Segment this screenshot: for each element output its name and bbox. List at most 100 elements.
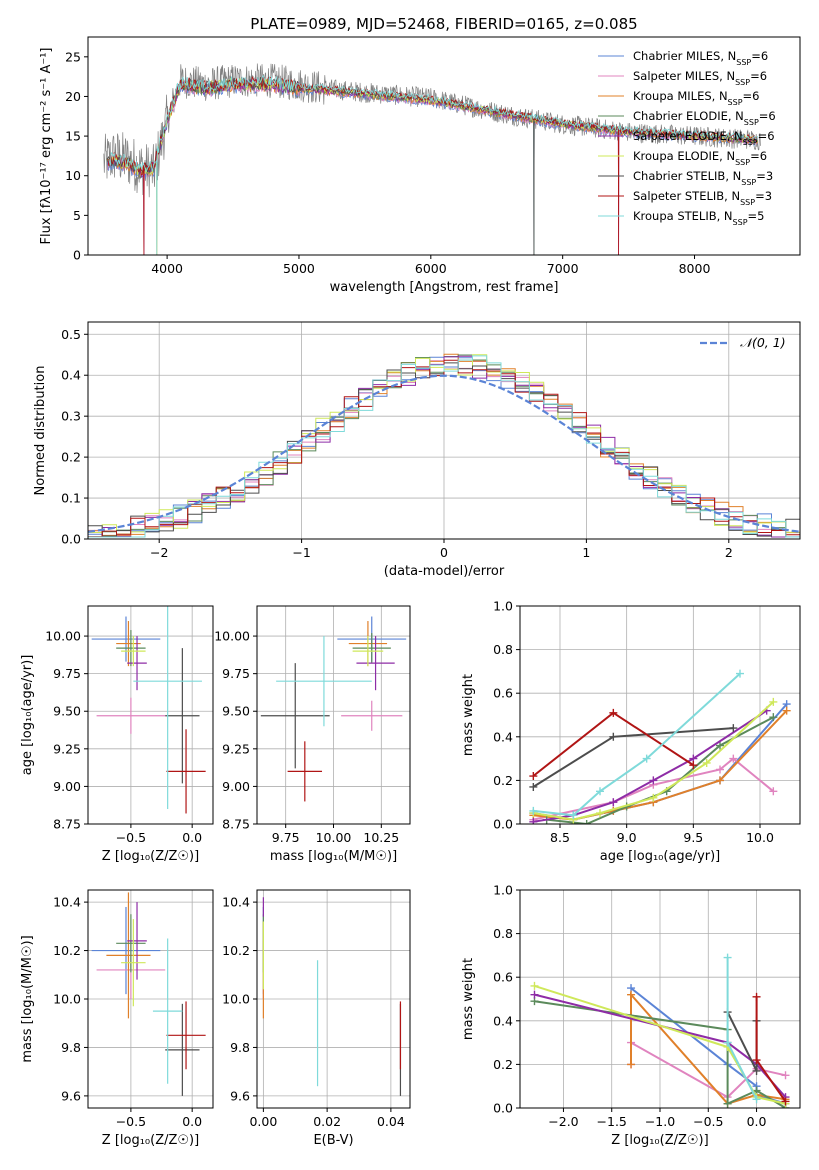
model-spectrum-line	[108, 74, 759, 255]
legend-label: Salpeter MILES, NSSP=6	[633, 69, 767, 87]
plot-area	[88, 606, 213, 824]
mass-weight-line	[533, 701, 774, 821]
mass-weight-marker	[723, 1099, 732, 1108]
x-tick-label: 1	[582, 545, 590, 560]
y-tick-label: 0.4	[493, 1013, 513, 1028]
mass-weight-marker	[530, 990, 539, 999]
x-tick-label: 9.5	[683, 830, 703, 845]
x-tick-label: −0.5	[116, 1114, 146, 1129]
y-tick-label: 0.8	[493, 642, 513, 657]
mass-weight-marker	[627, 990, 636, 999]
y-tick-label: 10.00	[45, 629, 81, 644]
mass-weight-marker	[529, 806, 538, 815]
x-tick-label: 0	[440, 545, 448, 560]
x-axis-label: Z [log₁₀(Z/Z☉)]	[102, 849, 199, 864]
x-tick-label: 0.00	[249, 1114, 277, 1129]
mass-weight-marker	[642, 754, 651, 763]
x-tick-label: −0.5	[116, 830, 146, 845]
y-tick-label: 1.0	[493, 599, 513, 614]
y-axis-label: Normed distribution	[33, 366, 48, 496]
y-tick-label: 1.0	[493, 883, 513, 898]
y-tick-label: 10.4	[222, 895, 250, 910]
mass-weight-line	[532, 711, 694, 777]
mass-weight-marker	[609, 732, 618, 741]
mass-weight-marker	[782, 706, 791, 715]
y-tick-label: 9.75	[222, 666, 250, 681]
y-axis-label: mass weight	[461, 674, 476, 756]
mass-weight-marker	[723, 1038, 732, 1047]
x-axis-label: Z [log₁₀(Z/Z☉)]	[102, 1133, 199, 1148]
x-tick-label: −2.0	[548, 1114, 578, 1129]
y-tick-label: 10.00	[214, 629, 250, 644]
plot-area	[520, 606, 800, 824]
x-tick-label: 6000	[415, 261, 447, 276]
mass-weight-marker	[596, 809, 604, 818]
y-tick-label: 10.0	[222, 992, 250, 1007]
legend-label: Salpeter STELIB, NSSP=3	[633, 189, 772, 207]
x-tick-label: 8000	[679, 261, 711, 276]
legend-label: Salpeter ELODIE, NSSP=6	[633, 129, 775, 147]
y-tick-label: 0.2	[61, 450, 81, 465]
mass-weight-marker	[609, 798, 618, 807]
mass-weight-marker	[569, 811, 578, 820]
mass-weight-marker	[736, 669, 744, 678]
mass-weight-marker	[530, 981, 539, 990]
y-tick-label: 8.75	[53, 817, 81, 832]
mass-weight-marker	[596, 787, 604, 796]
y-axis-label: mass [log₁₀(M/M☉)]	[20, 935, 35, 1062]
y-tick-label: 10.0	[53, 992, 81, 1007]
plot-area	[520, 890, 800, 1108]
plot-area	[88, 322, 800, 539]
axes-weight_z: −2.0 −1.5 −1.0 −0.5 0.0 0.0 0.2 0.4 0.6 0.8 1.0 Z […	[461, 883, 801, 1148]
axes-frame	[519, 605, 801, 825]
mass-weight-marker	[716, 765, 724, 774]
y-tick-label: 15	[65, 129, 81, 144]
y-tick-label: 5	[73, 208, 81, 223]
residual-histogram	[88, 355, 800, 538]
axes-frame	[87, 36, 801, 256]
y-tick-label: 9.50	[53, 704, 81, 719]
y-tick-label: 10.2	[53, 943, 81, 958]
y-tick-label: 0.3	[61, 409, 81, 424]
mass-weight-marker	[649, 776, 658, 785]
mass-weight-marker	[769, 697, 778, 706]
mass-weight-line	[533, 709, 788, 821]
model-spectrum-line	[108, 78, 759, 255]
y-tick-label: 0.4	[61, 368, 81, 383]
x-tick-label: 0.02	[313, 1114, 341, 1129]
y-tick-label: 10	[65, 168, 81, 183]
y-tick-label: 0.2	[493, 773, 513, 788]
axes-residuals: 𝒩(0, 1) −2 −1 0 1 2 0.0 0.1 0.2 0.3 0.4 0.5 (data-mo…	[33, 321, 801, 579]
y-tick-label: 9.00	[222, 779, 250, 794]
x-axis-label: age [log₁₀(age/yr)]	[600, 849, 721, 864]
y-tick-label: 0	[73, 248, 81, 263]
plot-area	[257, 890, 410, 1108]
legend-label: Chabrier MILES, NSSP=6	[633, 49, 768, 67]
model-spectrum-line	[106, 77, 758, 255]
x-tick-label: −1	[292, 545, 310, 560]
y-tick-label: 0.0	[493, 817, 513, 832]
mass-weight-marker	[752, 992, 761, 1001]
y-tick-label: 0.0	[493, 1101, 513, 1116]
legend-label: Kroupa STELIB, NSSP=5	[633, 209, 764, 227]
x-tick-label: 5000	[283, 261, 315, 276]
x-axis-label: Z [log₁₀(Z/Z☉)]	[611, 1133, 708, 1148]
y-tick-label: 9.50	[222, 704, 250, 719]
plot-area	[257, 606, 410, 824]
axes-mass_age: 9.75 10.00 10.25 8.75 9.00 9.25 9.50 9.75 10.00 m…	[214, 605, 411, 864]
axes-weight_age: 8.5 9.0 9.5 10.0 0.0 0.2 0.4 0.6 0.8 1.0 age [log₁…	[461, 599, 801, 864]
x-axis-label: E(B-V)	[313, 1133, 353, 1148]
y-tick-label: 9.8	[61, 1040, 81, 1055]
y-tick-label: 10.4	[53, 895, 81, 910]
y-tick-label: 20	[65, 89, 81, 104]
mass-weight-marker	[702, 758, 711, 767]
x-tick-label: 10.0	[746, 830, 774, 845]
x-tick-label: 9.75	[272, 830, 300, 845]
mass-weight-marker	[769, 713, 778, 722]
y-tick-label: 9.6	[230, 1088, 250, 1103]
y-tick-label: 0.4	[493, 729, 513, 744]
x-tick-label: 7000	[547, 261, 579, 276]
mass-weight-line	[533, 709, 768, 823]
y-tick-label: 0.5	[61, 327, 81, 342]
